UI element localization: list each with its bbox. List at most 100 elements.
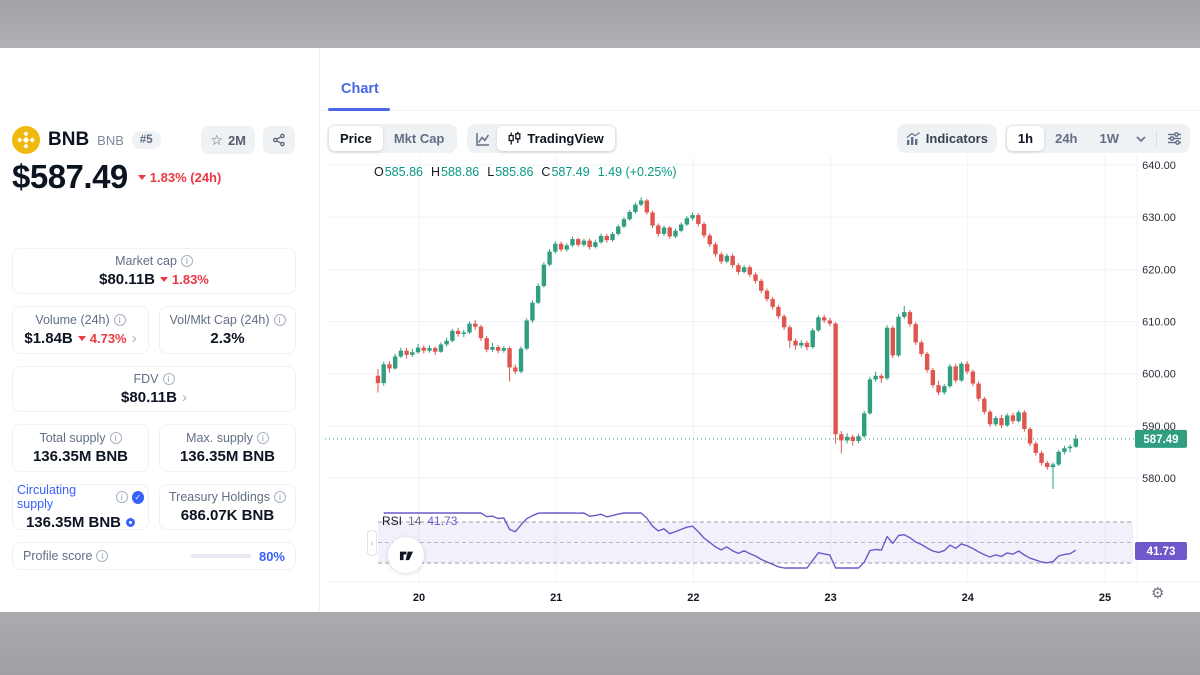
- info-icon[interactable]: i: [273, 491, 286, 503]
- verified-check-icon: ✓: [131, 490, 144, 504]
- coin-symbol: BNB: [97, 132, 124, 148]
- svg-text:23: 23: [824, 592, 836, 604]
- rsi-name: RSI: [382, 514, 403, 528]
- close-value: 587.49: [551, 165, 590, 179]
- total-supply-label: Total supply: [39, 431, 106, 445]
- toolbar-divider: [1156, 130, 1157, 147]
- vol-mktcap-card: Vol/Mkt Cap (24h) i 2.3%: [159, 306, 296, 354]
- volume-card[interactable]: Volume (24h) i $1.84B 4.73% ›: [12, 306, 149, 354]
- tradingview-logo-icon: [398, 547, 415, 564]
- timeframe-more-button[interactable]: [1130, 126, 1152, 151]
- line-chart-button[interactable]: [469, 126, 497, 151]
- volume-change: 4.73%: [77, 331, 127, 346]
- treasury-label: Treasury Holdings: [169, 490, 270, 504]
- timeframe-toggle: 1h 24h 1W: [1004, 124, 1190, 153]
- coin-header-actions: ☆ 2M: [201, 126, 295, 154]
- svg-text:610.00: 610.00: [1142, 317, 1176, 329]
- tab-active-underline: [328, 108, 390, 111]
- max-supply-card: Max. supply i 136.35M BNB: [159, 424, 296, 472]
- info-icon[interactable]: i: [162, 373, 175, 385]
- svg-text:600.00: 600.00: [1142, 369, 1176, 381]
- settings-gear-icon[interactable]: ⚙: [1151, 585, 1165, 602]
- timeframe-1w[interactable]: 1W: [1089, 126, 1131, 151]
- info-icon[interactable]: i: [115, 491, 128, 503]
- info-icon[interactable]: i: [113, 314, 126, 326]
- chevron-down-icon: [1136, 135, 1146, 142]
- info-icon[interactable]: i: [96, 550, 109, 562]
- svg-text:630.00: 630.00: [1142, 212, 1176, 224]
- chevron-right-icon[interactable]: ›: [131, 330, 137, 347]
- svg-text:24: 24: [962, 592, 975, 604]
- price-toggle-button[interactable]: Price: [329, 126, 383, 151]
- candlestick-chart[interactable]: 640.00 630.00 620.00 610.00 600.00 590.00 580.…: [325, 152, 1200, 612]
- vol-mktcap-value: 2.3%: [210, 330, 245, 347]
- sliders-icon: [1167, 132, 1182, 145]
- rsi-period: 14: [408, 514, 422, 528]
- market-cap-change: 1.83%: [160, 272, 209, 287]
- chart-area: 640.00 630.00 620.00 610.00 600.00 590.00 580.…: [325, 152, 1200, 612]
- down-arrow-icon: [77, 336, 86, 341]
- price-change-24h: 1.83% (24h): [137, 170, 221, 185]
- low-value: 585.86: [495, 165, 534, 179]
- max-supply-value: 136.35M BNB: [179, 448, 276, 465]
- profile-score-label: Profile score: [23, 549, 93, 563]
- circulating-supply-value: 136.35M BNB: [25, 514, 122, 531]
- coin-sidebar: BNB BNB #5 ☆ 2M $587.49 1.: [0, 48, 320, 612]
- coin-price: $587.49: [12, 158, 128, 195]
- info-icon[interactable]: i: [109, 432, 122, 444]
- market-cap-label: Market cap: [115, 254, 177, 268]
- max-supply-label: Max. supply: [186, 431, 253, 445]
- fdv-label: FDV: [133, 372, 159, 386]
- indicators-button[interactable]: Indicators: [896, 124, 997, 153]
- tab-chart[interactable]: Chart: [341, 81, 379, 97]
- rsi-value: 41.73: [427, 514, 458, 528]
- share-button[interactable]: [263, 126, 295, 154]
- market-cap-card: Market cap i $80.11B 1.83%: [12, 248, 296, 294]
- mktcap-toggle-button[interactable]: Mkt Cap: [383, 126, 456, 151]
- vol-mktcap-label: Vol/Mkt Cap (24h): [169, 313, 270, 327]
- timeframe-24h[interactable]: 24h: [1044, 126, 1088, 151]
- chart-type-toggle: Price Mkt Cap: [327, 124, 458, 153]
- svg-text:21: 21: [550, 592, 562, 604]
- high-value: 588.86: [441, 165, 480, 179]
- circulating-supply-card: Circulating supply i ✓ 136.35M BNB: [12, 483, 149, 531]
- coin-stats: Market cap i $80.11B 1.83% Volume (24h) …: [12, 248, 296, 570]
- coin-header: BNB BNB #5: [12, 126, 161, 154]
- pane-collapse-icon[interactable]: ‹: [367, 530, 377, 556]
- tradingview-button[interactable]: TradingView: [497, 126, 615, 151]
- svg-text:41.73: 41.73: [1147, 546, 1176, 558]
- bottom-backdrop: [0, 612, 1200, 675]
- svg-text:20: 20: [413, 592, 425, 604]
- info-icon[interactable]: i: [273, 314, 286, 326]
- rsi-legend: RSI 14 41.73: [382, 514, 457, 528]
- profile-score-card: Profile score i 80%: [12, 542, 296, 570]
- svg-text:580.00: 580.00: [1142, 473, 1176, 485]
- volume-label: Volume (24h): [35, 313, 110, 327]
- tab-bar: Chart: [321, 48, 1200, 111]
- top-backdrop: [0, 0, 1200, 48]
- total-supply-value: 136.35M BNB: [32, 448, 129, 465]
- watchlist-button[interactable]: ☆ 2M: [201, 126, 255, 154]
- candlestick-icon: [508, 131, 521, 146]
- share-icon: [272, 133, 286, 147]
- chart-settings-button[interactable]: [1161, 126, 1188, 151]
- profile-score-value: 80%: [258, 548, 285, 564]
- star-icon: ☆: [210, 132, 223, 148]
- svg-text:620.00: 620.00: [1142, 264, 1176, 276]
- svg-text:640.00: 640.00: [1142, 160, 1176, 172]
- treasury-value: 686.07K BNB: [180, 507, 275, 524]
- fdv-card[interactable]: FDV i $80.11B ›: [12, 366, 296, 412]
- chart-toolbar: Price Mkt Cap: [327, 124, 1190, 153]
- chevron-right-icon[interactable]: ›: [181, 389, 187, 406]
- volume-value: $1.84B: [24, 330, 73, 347]
- info-icon[interactable]: i: [256, 432, 269, 444]
- open-value: 585.86: [384, 165, 423, 179]
- coin-rank-badge: #5: [131, 131, 161, 149]
- bnb-logo-icon: [12, 126, 40, 154]
- watchlist-count: 2M: [227, 132, 246, 148]
- tradingview-watermark[interactable]: [388, 537, 424, 573]
- supply-progress-ring: [126, 518, 136, 527]
- info-icon[interactable]: i: [180, 255, 193, 267]
- timeframe-1h[interactable]: 1h: [1006, 126, 1045, 151]
- svg-text:25: 25: [1099, 592, 1111, 604]
